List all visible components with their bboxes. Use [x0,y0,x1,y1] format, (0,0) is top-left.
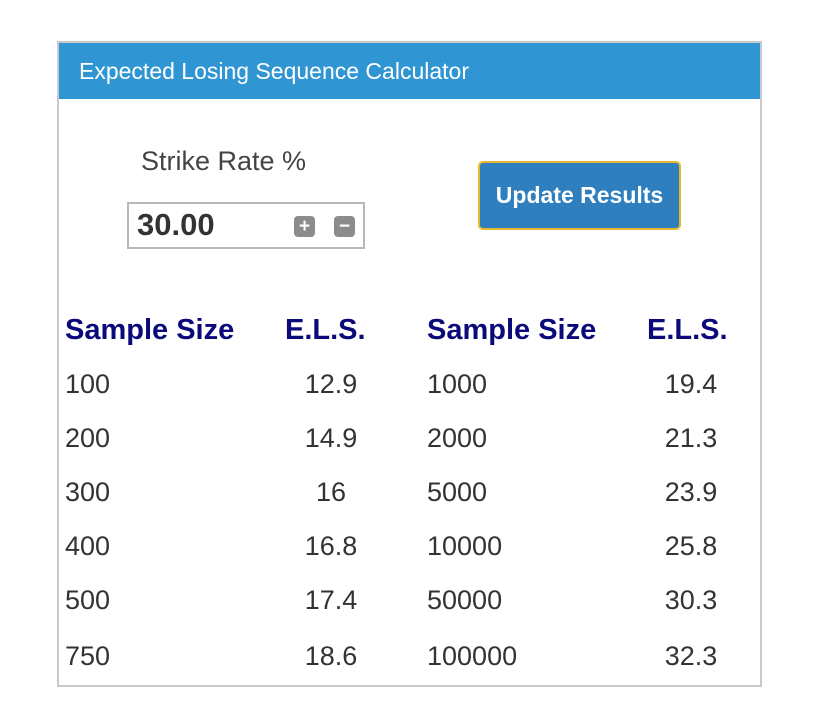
strike-rate-input[interactable] [137,206,287,244]
widget-title: Expected Losing Sequence Calculator [59,43,760,99]
sample-size-cell: 100 [65,369,111,399]
plus-icon[interactable]: + [294,216,315,237]
sample-size-header-left: Sample Size [65,314,235,346]
sample-size-cell: 300 [65,477,111,507]
els-value-cell: 18.6 [304,641,358,671]
sample-size-cell: 100000 [427,641,518,671]
strike-rate-stepper: + − [127,202,365,249]
sample-size-cell: 200 [65,423,111,453]
sample-size-cell: 50000 [427,585,503,615]
els-value-cell: 16 [315,477,347,507]
els-value-cell: 21.3 [664,423,718,453]
strike-rate-label: Strike Rate % [141,146,307,176]
els-value-cell: 17.4 [304,585,358,615]
update-results-button[interactable]: Update Results [478,161,681,230]
els-header-right: E.L.S. [647,314,728,346]
els-value-cell: 19.4 [664,369,718,399]
sample-size-cell: 2000 [427,423,488,453]
els-value-cell: 25.8 [664,531,718,561]
els-value-cell: 16.8 [304,531,358,561]
els-calculator-widget: Expected Losing Sequence Calculator Stri… [57,41,762,687]
sample-size-cell: 5000 [427,477,488,507]
els-value-cell: 23.9 [664,477,718,507]
els-value-cell: 32.3 [664,641,718,671]
els-header-left: E.L.S. [285,314,366,346]
sample-size-cell: 750 [65,641,111,671]
sample-size-header-right: Sample Size [427,314,597,346]
els-value-cell: 12.9 [304,369,358,399]
sample-size-cell: 10000 [427,531,503,561]
els-value-cell: 30.3 [664,585,718,615]
minus-icon[interactable]: − [334,216,355,237]
sample-size-cell: 500 [65,585,111,615]
sample-size-cell: 1000 [427,369,488,399]
sample-size-cell: 400 [65,531,111,561]
els-value-cell: 14.9 [304,423,358,453]
